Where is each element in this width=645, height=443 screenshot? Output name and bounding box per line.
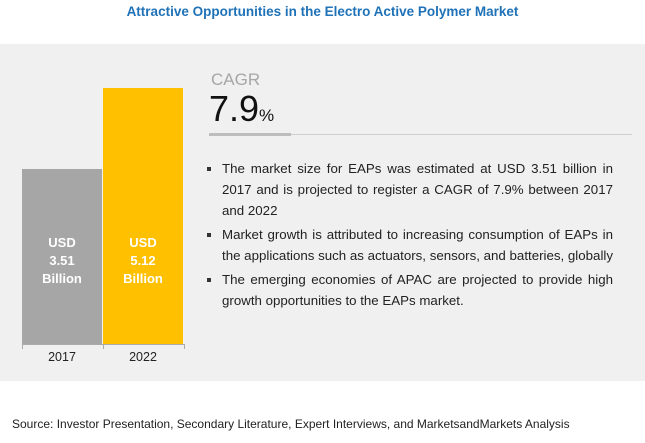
bullet-item: The market size for EAPs was estimated a… bbox=[207, 158, 613, 221]
cagr-unit: % bbox=[259, 106, 275, 125]
bar-data-label: USD 5.12 Billion bbox=[123, 235, 163, 286]
cagr-number: 7.9 bbox=[209, 88, 260, 129]
bar-data-label: USD 3.51 Billion bbox=[42, 235, 82, 286]
bullet-list: The market size for EAPs was estimated a… bbox=[207, 158, 613, 314]
cagr-label: CAGR bbox=[211, 70, 261, 89]
x-axis-tick bbox=[184, 344, 185, 349]
divider-accent bbox=[209, 133, 291, 136]
bullet-item: The emerging economies of APAC are proje… bbox=[207, 269, 613, 311]
chart-title: Attractive Opportunities in the Electro … bbox=[126, 4, 519, 19]
x-tick-label: 2022 bbox=[129, 350, 157, 364]
x-axis-tick bbox=[103, 344, 104, 349]
bar-2022 bbox=[103, 88, 183, 344]
x-axis-tick bbox=[22, 344, 23, 349]
bar-2017 bbox=[22, 168, 102, 344]
bullet-item: Market growth is attributed to increasin… bbox=[207, 224, 613, 266]
divider bbox=[209, 134, 632, 135]
x-tick-label: 2017 bbox=[48, 350, 76, 364]
cagr-value: 7.9% bbox=[209, 88, 274, 130]
source-note: Source: Investor Presentation, Secondary… bbox=[12, 417, 570, 431]
